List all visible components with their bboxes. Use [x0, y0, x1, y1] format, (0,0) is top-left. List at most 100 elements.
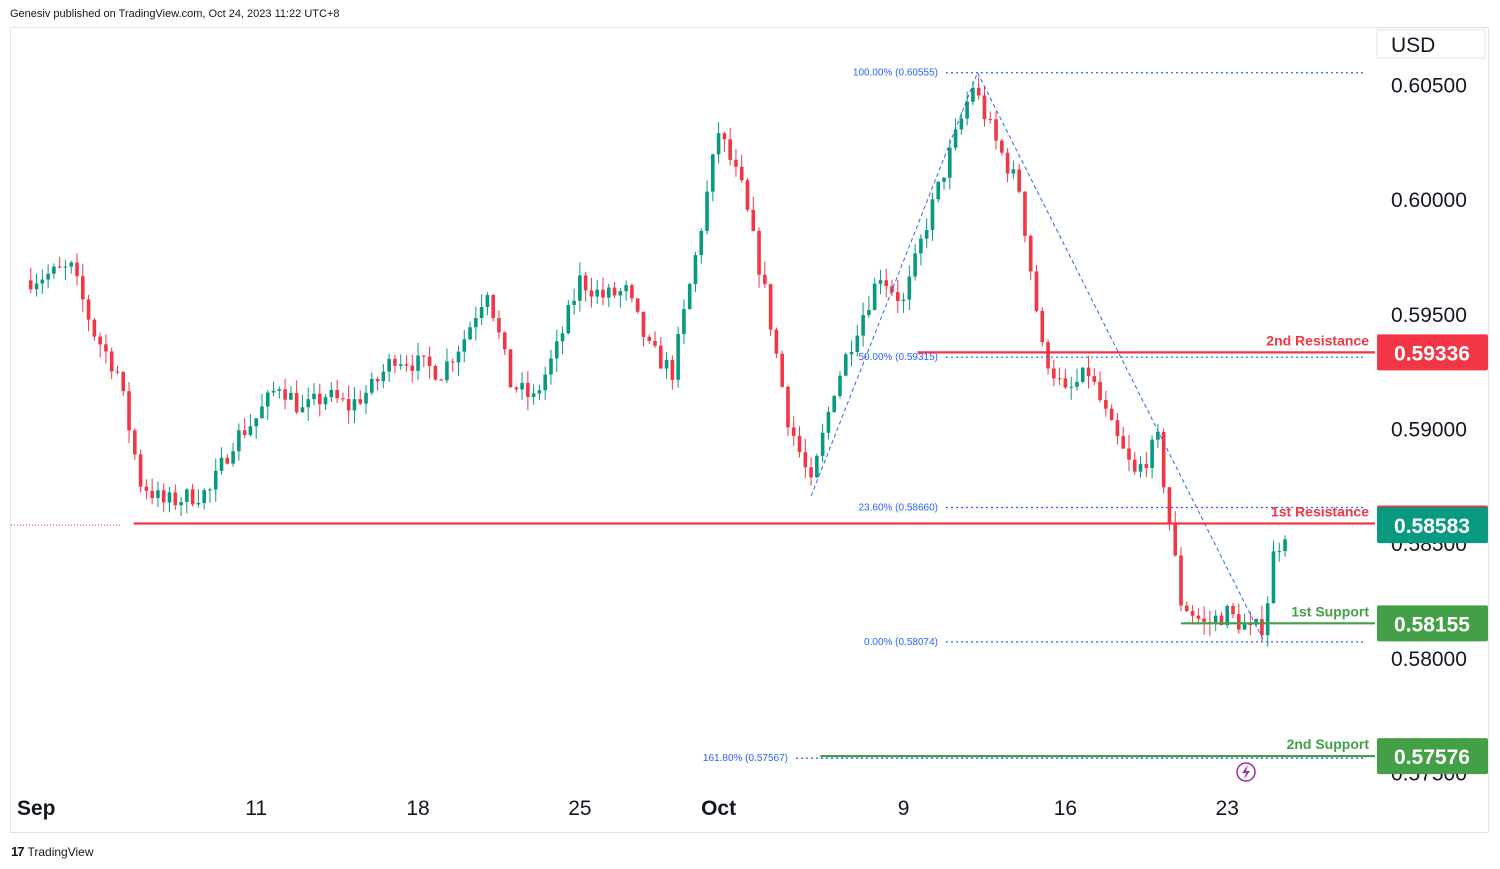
- candle-body: [277, 389, 282, 391]
- candle-body: [942, 177, 946, 182]
- candle-body: [705, 191, 709, 232]
- level-price-badge-text: 0.59336: [1394, 342, 1470, 365]
- current-price-badge[interactable]: [1377, 507, 1488, 544]
- candle-body: [265, 392, 270, 407]
- candle-body: [878, 280, 883, 284]
- price-tick-label: 0.58000: [1391, 648, 1467, 671]
- lightning-event-icon[interactable]: [1236, 762, 1256, 782]
- candle-body: [410, 365, 415, 371]
- candle-body: [179, 502, 183, 506]
- candle-body: [404, 364, 409, 366]
- time-tick-label: 23: [1216, 797, 1239, 820]
- footer-brand: TradingView: [27, 844, 94, 859]
- candle-body: [861, 315, 865, 336]
- candle-body: [335, 389, 339, 399]
- level-label: 1st Support: [1291, 603, 1369, 619]
- candle-body: [543, 374, 547, 391]
- candle-body: [739, 166, 744, 181]
- candle-body: [763, 274, 767, 285]
- candle-body: [531, 393, 536, 397]
- fib-trend-line[interactable]: [977, 72, 1265, 643]
- candle-body: [606, 287, 611, 298]
- candle-body: [260, 406, 264, 419]
- candle-body: [1173, 522, 1178, 556]
- candle-body: [647, 336, 652, 341]
- time-tick-label: Oct: [701, 797, 736, 820]
- support-resistance-levels: 2nd Resistance 1st Resistance 1st Support 2…: [11, 332, 1375, 758]
- candle-body: [387, 358, 391, 372]
- level-price-badge[interactable]: [1377, 605, 1488, 642]
- chart-frame[interactable]: 100.00% (0.60555) 50.00% (0.59315) 23.60% …: [10, 27, 1489, 833]
- candle-body: [601, 289, 605, 298]
- fib-level-label: 50.00% (0.59315): [858, 352, 938, 363]
- candle-body: [890, 286, 894, 293]
- candle-body: [699, 231, 704, 256]
- level-price-badge[interactable]: [1377, 334, 1488, 371]
- candle-body: [40, 279, 45, 284]
- price-tick-label: 0.60500: [1391, 74, 1467, 97]
- candle-body: [1254, 619, 1258, 625]
- candle-body: [115, 371, 120, 373]
- time-tick-label: 11: [245, 797, 267, 820]
- candle-body: [358, 399, 363, 404]
- candle-body: [450, 361, 455, 363]
- candle-body: [578, 275, 582, 301]
- candle-body: [549, 358, 553, 375]
- candle-body: [121, 371, 126, 392]
- candle-body: [867, 309, 871, 316]
- candle-body: [92, 319, 97, 337]
- candle-body: [1028, 235, 1033, 272]
- candle-body: [820, 432, 825, 456]
- price-chart[interactable]: 100.00% (0.60555) 50.00% (0.59315) 23.60% …: [11, 28, 1488, 832]
- candle-body: [803, 452, 808, 468]
- tradingview-logo-icon: 17: [11, 844, 25, 859]
- time-axis: Sep 11 18 25 Oct 9 16 23: [17, 797, 1239, 820]
- fib-trend-line[interactable]: [810, 72, 979, 497]
- candle-body: [231, 451, 235, 464]
- lightning-bolt-icon: [1242, 765, 1250, 779]
- candle-body: [595, 289, 600, 297]
- candle-body: [1011, 169, 1016, 174]
- candle-body: [271, 390, 276, 393]
- level-price-badge[interactable]: [1377, 738, 1488, 775]
- candle-body: [294, 392, 299, 413]
- currency-box[interactable]: [1376, 29, 1486, 59]
- candle-body: [445, 361, 449, 381]
- time-tick-label: 16: [1054, 797, 1077, 820]
- candle-body: [884, 280, 889, 287]
- candle-body: [52, 266, 56, 274]
- candle-body: [676, 334, 680, 380]
- candle-body: [144, 486, 149, 491]
- candle-body: [930, 199, 935, 230]
- candle-body: [924, 229, 929, 239]
- candle-body: [468, 327, 472, 340]
- candle-body: [63, 266, 68, 268]
- candle-body: [1231, 605, 1235, 615]
- candle-body: [1063, 378, 1068, 388]
- candle-body: [456, 351, 461, 363]
- candle-body: [1184, 605, 1189, 612]
- candle-body: [734, 159, 738, 167]
- candle-body: [630, 285, 634, 299]
- candle-body: [398, 364, 403, 366]
- candle-body: [341, 398, 345, 400]
- candle-body: [1271, 551, 1276, 604]
- candle-body: [1052, 368, 1056, 379]
- tradingview-footer[interactable]: 17 TradingView: [11, 844, 94, 859]
- candle-body: [687, 284, 692, 310]
- candle-body: [589, 290, 594, 297]
- candle-body: [728, 139, 732, 160]
- candle-body: [1005, 152, 1010, 174]
- candle-body: [1023, 191, 1027, 236]
- candle-body: [138, 454, 143, 487]
- candle-body: [1248, 624, 1253, 626]
- candle-body: [173, 492, 178, 506]
- candle-body: [1132, 459, 1137, 472]
- candle-body: [566, 304, 571, 334]
- candle-body: [219, 457, 224, 471]
- candle-body: [237, 430, 241, 452]
- candle-body: [1057, 378, 1062, 380]
- candle-body: [682, 309, 686, 335]
- candle-body: [1156, 431, 1160, 440]
